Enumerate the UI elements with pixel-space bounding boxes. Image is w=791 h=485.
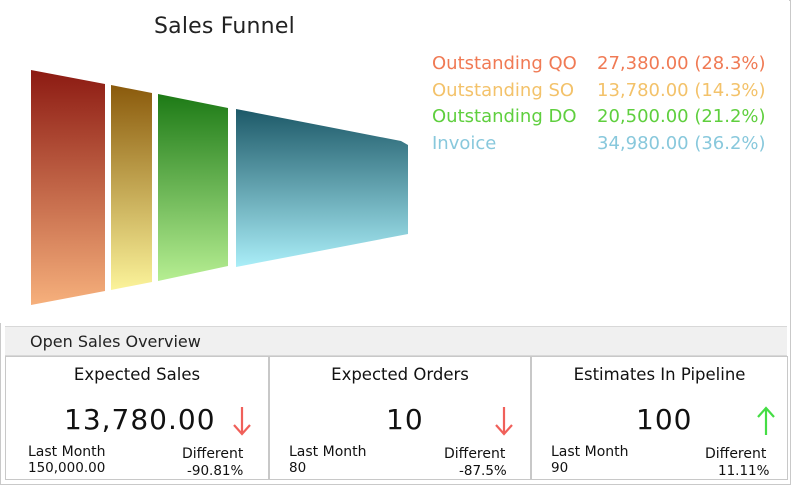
last-month-value: 150,000.00	[28, 460, 106, 476]
funnel-chart	[31, 70, 408, 305]
different-label: Different	[444, 446, 506, 462]
legend-label: Outstanding QO	[432, 53, 577, 74]
card-expected-orders: Expected Orders 10 Last Month 80 Differe…	[269, 356, 531, 480]
different-value: -87.5%	[459, 463, 507, 479]
different-label: Different	[182, 446, 244, 462]
legend-label: Outstanding SO	[432, 79, 575, 101]
funnel-title: Sales Funnel	[154, 14, 295, 39]
arrow-up-icon	[757, 406, 775, 435]
different-value: -90.81%	[187, 463, 244, 479]
legend-value: 20,500.00 (21.2%)	[597, 106, 766, 127]
card-title: Expected Sales	[73, 365, 201, 384]
funnel-segment-invoice	[236, 109, 408, 267]
card-expected-sales: Expected Sales 13,780.00 Last Month 150,…	[5, 356, 269, 480]
card-value: 10	[386, 403, 424, 436]
legend-label: Outstanding DO	[432, 106, 577, 127]
arrow-down-icon	[233, 407, 251, 436]
card-value: 13,780.00	[64, 403, 216, 436]
overview-title: Open Sales Overview	[30, 332, 201, 351]
last-month-value: 80	[289, 460, 307, 476]
different-value: 11.11%	[718, 463, 770, 479]
funnel-segment-outstanding-qo	[31, 70, 105, 305]
last-month-label: Last Month	[289, 444, 367, 460]
funnel-segment-outstanding-do	[158, 94, 228, 281]
arrow-down-icon	[495, 407, 513, 436]
overview-cards: Expected Sales 13,780.00 Last Month 150,…	[5, 356, 788, 481]
legend-value: 13,780.00 (14.3%)	[597, 79, 766, 101]
overview-header: Open Sales Overview	[5, 326, 787, 356]
card-title: Expected Orders	[331, 365, 469, 384]
last-month-label: Last Month	[28, 444, 106, 460]
different-label: Different	[705, 446, 767, 462]
legend-value: 34,980.00 (36.2%)	[597, 132, 766, 154]
last-month-label: Last Month	[551, 444, 629, 460]
legend-value: 27,380.00 (28.3%)	[597, 53, 766, 74]
funnel-segment-outstanding-so	[111, 85, 152, 290]
sales-funnel-panel: Sales Funnel Outstan	[31, 14, 766, 305]
card-title: Estimates In Pipeline	[573, 365, 746, 384]
card-estimates-in-pipeline: Estimates In Pipeline 100 Last Month 90 …	[531, 356, 788, 480]
legend-label: Invoice	[432, 132, 497, 154]
card-value: 100	[636, 403, 693, 436]
last-month-value: 90	[551, 460, 569, 476]
